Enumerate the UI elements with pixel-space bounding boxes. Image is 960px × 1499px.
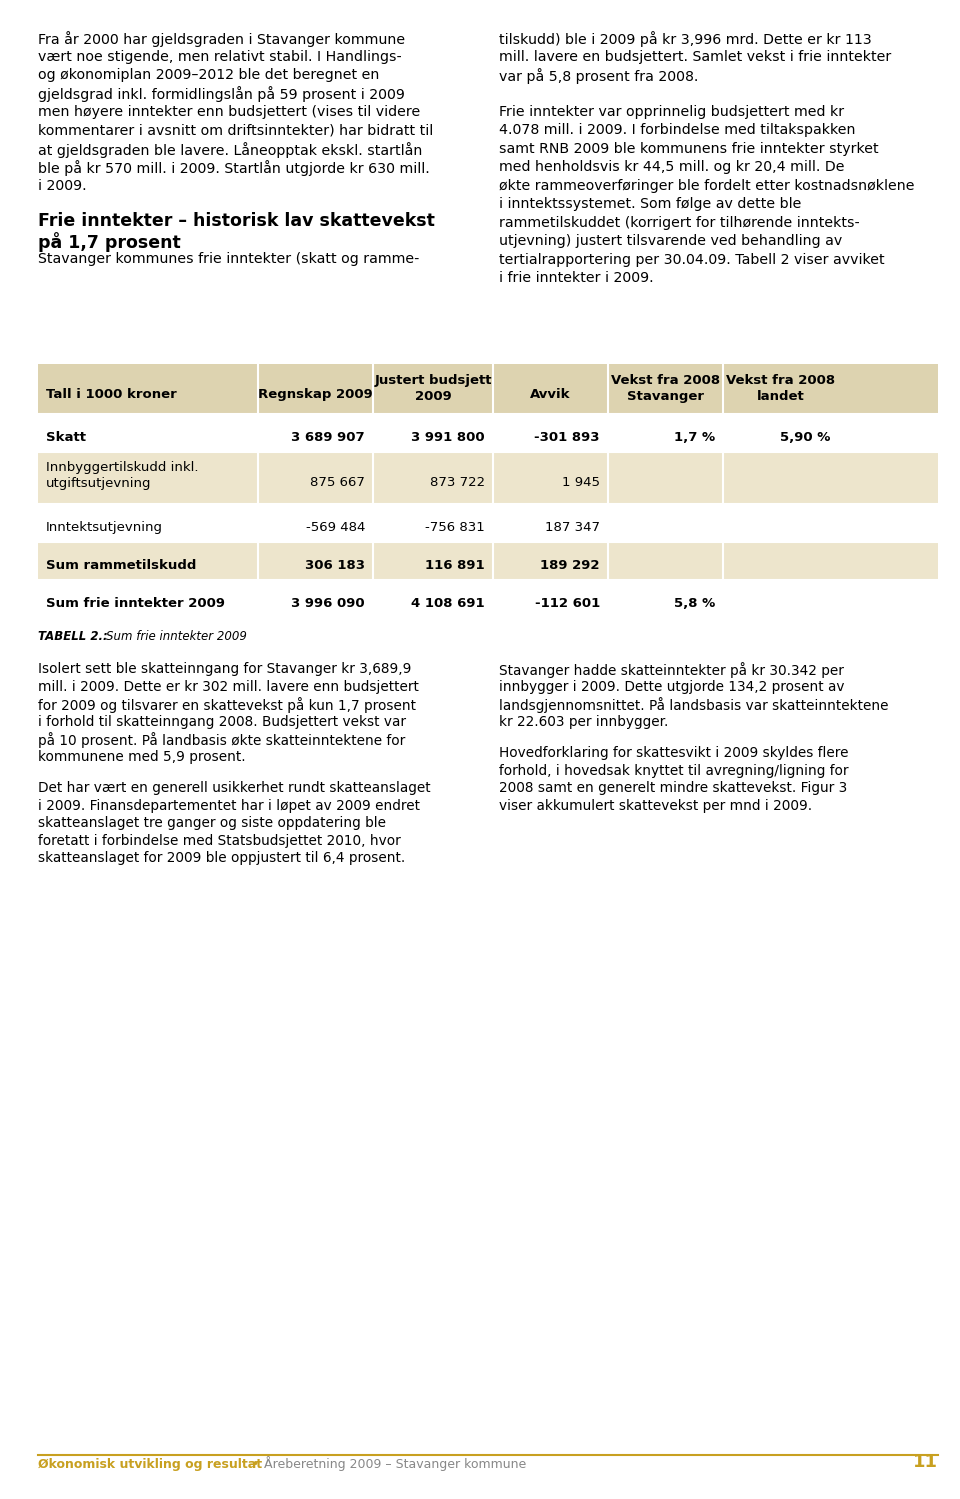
Text: Skatt: Skatt xyxy=(46,430,86,444)
Text: Åreberetning 2009 – Stavanger kommune: Åreberetning 2009 – Stavanger kommune xyxy=(264,1456,526,1471)
Text: Avvik: Avvik xyxy=(530,388,571,400)
Text: Tall i 1000 kroner: Tall i 1000 kroner xyxy=(46,388,177,400)
Bar xyxy=(38,543,938,580)
Text: Regnskap 2009: Regnskap 2009 xyxy=(258,388,372,400)
Text: Vekst fra 2008: Vekst fra 2008 xyxy=(726,373,835,387)
Text: -756 831: -756 831 xyxy=(425,520,485,534)
Text: at gjeldsgraden ble lavere. Låneopptak ekskl. startlån: at gjeldsgraden ble lavere. Låneopptak e… xyxy=(38,142,422,157)
Text: -569 484: -569 484 xyxy=(305,520,365,534)
Text: i forhold til skatteinngang 2008. Budsjettert vekst var: i forhold til skatteinngang 2008. Budsje… xyxy=(38,715,406,729)
Text: på 10 prosent. På landbasis økte skatteinntektene for: på 10 prosent. På landbasis økte skattei… xyxy=(38,732,405,748)
Text: tertialrapportering per 30.04.09. Tabell 2 viser avviket: tertialrapportering per 30.04.09. Tabell… xyxy=(499,252,884,267)
Text: 2009: 2009 xyxy=(415,390,451,403)
Text: og økonomiplan 2009–2012 ble det beregnet en: og økonomiplan 2009–2012 ble det beregne… xyxy=(38,67,379,82)
Text: 1,7 %: 1,7 % xyxy=(674,430,715,444)
Text: Justert budsjett: Justert budsjett xyxy=(374,373,492,387)
Text: Hovedforklaring for skattesvikt i 2009 skyldes flere: Hovedforklaring for skattesvikt i 2009 s… xyxy=(499,747,849,760)
Text: Frie inntekter – historisk lav skattevekst: Frie inntekter – historisk lav skattevek… xyxy=(38,211,435,229)
Text: tilskudd) ble i 2009 på kr 3,996 mrd. Dette er kr 113: tilskudd) ble i 2009 på kr 3,996 mrd. De… xyxy=(499,31,872,46)
Text: i frie inntekter i 2009.: i frie inntekter i 2009. xyxy=(499,271,654,285)
Text: utgiftsutjevning: utgiftsutjevning xyxy=(46,477,152,490)
Text: kommentarer i avsnitt om driftsinntekter) har bidratt til: kommentarer i avsnitt om driftsinntekter… xyxy=(38,123,433,138)
Text: 11: 11 xyxy=(913,1453,938,1471)
Text: i 2009.: i 2009. xyxy=(38,178,86,193)
Text: mill. lavere en budsjettert. Samlet vekst i frie inntekter: mill. lavere en budsjettert. Samlet veks… xyxy=(499,49,891,63)
Text: men høyere inntekter enn budsjettert (vises til videre: men høyere inntekter enn budsjettert (vi… xyxy=(38,105,420,118)
Text: gjeldsgrad inkl. formidlingslån på 59 prosent i 2009: gjeldsgrad inkl. formidlingslån på 59 pr… xyxy=(38,87,405,102)
Text: Det har vært en generell usikkerhet rundt skatteanslaget: Det har vært en generell usikkerhet rund… xyxy=(38,781,431,794)
Text: 4.078 mill. i 2009. I forbindelse med tiltakspakken: 4.078 mill. i 2009. I forbindelse med ti… xyxy=(499,123,855,136)
Text: for 2009 og tilsvarer en skattevekst på kun 1,7 prosent: for 2009 og tilsvarer en skattevekst på … xyxy=(38,697,416,714)
Text: -301 893: -301 893 xyxy=(535,430,600,444)
Bar xyxy=(38,504,938,543)
Text: på 1,7 prosent: på 1,7 prosent xyxy=(38,232,180,252)
Text: 5,8 %: 5,8 % xyxy=(674,597,715,610)
Text: 3 996 090: 3 996 090 xyxy=(292,597,365,610)
Text: Frie inntekter var opprinnelig budsjettert med kr: Frie inntekter var opprinnelig budsjette… xyxy=(499,105,844,118)
Text: Stavanger: Stavanger xyxy=(627,390,704,403)
Text: Isolert sett ble skatteinngang for Stavanger kr 3,689,9: Isolert sett ble skatteinngang for Stava… xyxy=(38,663,412,676)
Text: -112 601: -112 601 xyxy=(535,597,600,610)
Text: 875 667: 875 667 xyxy=(310,475,365,489)
Text: forhold, i hovedsak knyttet til avregning/ligning for: forhold, i hovedsak knyttet til avregnin… xyxy=(499,763,849,778)
Text: vært noe stigende, men relativt stabil. I Handlings-: vært noe stigende, men relativt stabil. … xyxy=(38,49,401,63)
Text: 873 722: 873 722 xyxy=(430,475,485,489)
Bar xyxy=(38,414,938,453)
Text: TABELL 2.:: TABELL 2.: xyxy=(38,630,108,643)
Text: innbygger i 2009. Dette utgjorde 134,2 prosent av: innbygger i 2009. Dette utgjorde 134,2 p… xyxy=(499,679,845,694)
Text: Inntektsutjevning: Inntektsutjevning xyxy=(46,520,163,534)
Text: rammetilskuddet (korrigert for tilhørende inntekts-: rammetilskuddet (korrigert for tilhørend… xyxy=(499,216,860,229)
Text: skatteanslaget for 2009 ble oppjustert til 6,4 prosent.: skatteanslaget for 2009 ble oppjustert t… xyxy=(38,851,405,865)
Text: ble på kr 570 mill. i 2009. Startlån utgjorde kr 630 mill.: ble på kr 570 mill. i 2009. Startlån utg… xyxy=(38,160,430,177)
Text: 116 891: 116 891 xyxy=(425,559,485,571)
Text: landet: landet xyxy=(756,390,804,403)
Text: Stavanger hadde skatteinntekter på kr 30.342 per: Stavanger hadde skatteinntekter på kr 30… xyxy=(499,663,844,678)
Text: økte rammeoverføringer ble fordelt etter kostnadsnøklene: økte rammeoverføringer ble fordelt etter… xyxy=(499,178,915,192)
Text: Sum rammetilskudd: Sum rammetilskudd xyxy=(46,559,197,571)
Bar xyxy=(38,453,938,504)
Text: skatteanslaget tre ganger og siste oppdatering ble: skatteanslaget tre ganger og siste oppda… xyxy=(38,815,386,830)
Text: 4 108 691: 4 108 691 xyxy=(412,597,485,610)
Text: landsgjennomsnittet. På landsbasis var skatteinntektene: landsgjennomsnittet. På landsbasis var s… xyxy=(499,697,889,714)
Text: Fra år 2000 har gjeldsgraden i Stavanger kommune: Fra år 2000 har gjeldsgraden i Stavanger… xyxy=(38,31,405,46)
Text: foretatt i forbindelse med Statsbudsjettet 2010, hvor: foretatt i forbindelse med Statsbudsjett… xyxy=(38,833,400,847)
Text: 5,90 %: 5,90 % xyxy=(780,430,830,444)
Text: i inntektssystemet. Som følge av dette ble: i inntektssystemet. Som følge av dette b… xyxy=(499,196,802,211)
Text: mill. i 2009. Dette er kr 302 mill. lavere enn budsjettert: mill. i 2009. Dette er kr 302 mill. lave… xyxy=(38,679,419,694)
Text: Innbyggertilskudd inkl.: Innbyggertilskudd inkl. xyxy=(46,462,199,474)
Text: Sum frie inntekter 2009: Sum frie inntekter 2009 xyxy=(106,630,247,643)
Text: i 2009. Finansdepartementet har i løpet av 2009 endret: i 2009. Finansdepartementet har i løpet … xyxy=(38,799,420,812)
Text: samt RNB 2009 ble kommunens frie inntekter styrket: samt RNB 2009 ble kommunens frie inntekt… xyxy=(499,141,878,156)
Text: 306 183: 306 183 xyxy=(305,559,365,571)
Text: Vekst fra 2008: Vekst fra 2008 xyxy=(611,373,720,387)
Text: 189 292: 189 292 xyxy=(540,559,600,571)
Text: var på 5,8 prosent fra 2008.: var på 5,8 prosent fra 2008. xyxy=(499,67,698,84)
Text: 187 347: 187 347 xyxy=(545,520,600,534)
Text: med henholdsvis kr 44,5 mill. og kr 20,4 mill. De: med henholdsvis kr 44,5 mill. og kr 20,4… xyxy=(499,160,845,174)
Text: viser akkumulert skattevekst per mnd i 2009.: viser akkumulert skattevekst per mnd i 2… xyxy=(499,799,812,812)
Text: 2008 samt en generelt mindre skattevekst. Figur 3: 2008 samt en generelt mindre skattevekst… xyxy=(499,781,848,794)
Bar xyxy=(38,364,938,414)
Text: kommunene med 5,9 prosent.: kommunene med 5,9 prosent. xyxy=(38,750,246,763)
Bar xyxy=(38,580,938,618)
Text: 3 689 907: 3 689 907 xyxy=(292,430,365,444)
Text: 3 991 800: 3 991 800 xyxy=(412,430,485,444)
Text: Økonomisk utvikling og resultat: Økonomisk utvikling og resultat xyxy=(38,1459,262,1471)
Text: utjevning) justert tilsvarende ved behandling av: utjevning) justert tilsvarende ved behan… xyxy=(499,234,842,247)
Text: 1 945: 1 945 xyxy=(562,475,600,489)
Text: kr 22.603 per innbygger.: kr 22.603 per innbygger. xyxy=(499,715,668,729)
Text: Sum frie inntekter 2009: Sum frie inntekter 2009 xyxy=(46,597,225,610)
Text: •: • xyxy=(248,1459,263,1471)
Text: Stavanger kommunes frie inntekter (skatt og ramme-: Stavanger kommunes frie inntekter (skatt… xyxy=(38,252,420,265)
